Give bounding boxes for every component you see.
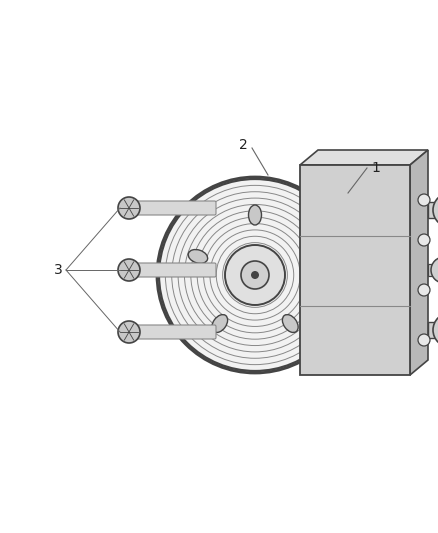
Circle shape [225,245,285,305]
FancyBboxPatch shape [133,263,216,277]
Text: 3: 3 [53,263,62,277]
Circle shape [418,334,430,346]
Text: 2: 2 [239,138,248,152]
Circle shape [251,271,259,279]
FancyBboxPatch shape [133,201,216,215]
Circle shape [433,193,438,227]
Circle shape [118,321,140,343]
Circle shape [418,194,430,206]
Bar [428,264,438,276]
Circle shape [118,197,140,219]
Circle shape [118,259,140,281]
Ellipse shape [212,314,228,333]
Circle shape [418,234,430,246]
Circle shape [433,313,438,347]
Ellipse shape [248,205,261,225]
Bar [428,202,438,218]
Polygon shape [300,150,428,165]
Bar [428,322,438,338]
Bar [300,165,410,375]
Ellipse shape [302,249,322,263]
Circle shape [418,284,430,296]
Polygon shape [410,150,428,375]
FancyBboxPatch shape [133,325,216,339]
Ellipse shape [188,249,208,263]
Text: 1: 1 [371,161,380,175]
Circle shape [157,177,353,373]
Circle shape [241,261,269,289]
Ellipse shape [283,314,298,333]
Circle shape [431,257,438,283]
